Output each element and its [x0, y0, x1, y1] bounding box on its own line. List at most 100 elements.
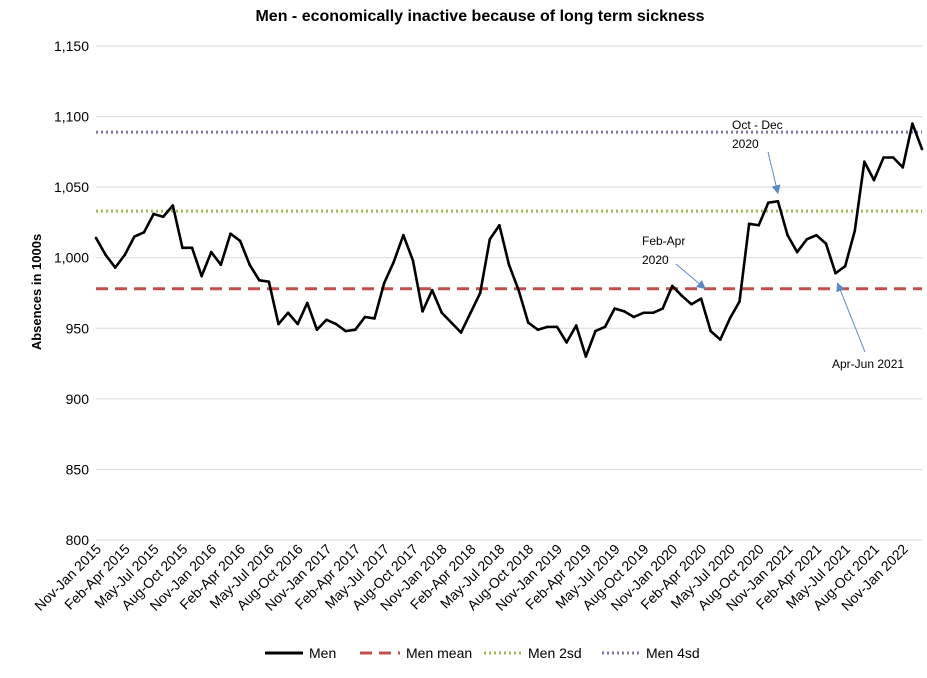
data-point — [334, 322, 338, 326]
data-point — [94, 236, 98, 240]
data-point — [632, 315, 636, 319]
legend: Men Men mean Men 2sd Men 4sd — [265, 645, 700, 661]
annotations: Oct - Dec 2020 Feb-Apr 2020 Apr-Jun 2021 — [642, 118, 904, 371]
data-point — [911, 122, 914, 125]
y-tick-label: 800 — [66, 532, 90, 548]
data-point — [920, 147, 924, 151]
data-point — [517, 288, 520, 292]
data-point — [901, 166, 905, 169]
y-tick-label: 950 — [66, 320, 90, 336]
data-point — [373, 317, 376, 320]
reference-lines — [96, 130, 922, 291]
data-point — [680, 294, 684, 298]
data-point — [690, 302, 693, 306]
data-point — [296, 322, 299, 326]
data-point — [267, 280, 271, 284]
data-point — [776, 199, 780, 203]
y-tick-label: 850 — [66, 461, 90, 477]
data-point — [872, 178, 876, 182]
annotation-arrow — [767, 151, 781, 195]
data-point — [555, 325, 559, 329]
data-point — [219, 263, 223, 267]
data-point — [325, 318, 328, 322]
data-point — [747, 222, 751, 226]
data-point — [450, 321, 453, 324]
data-point — [161, 215, 165, 219]
data-point — [123, 253, 127, 257]
data-point — [728, 317, 732, 320]
gridlines — [96, 45, 922, 541]
legend-label: Men 4sd — [646, 645, 700, 661]
legend-label: Men 2sd — [528, 645, 582, 661]
data-point — [738, 300, 741, 303]
data-point — [459, 331, 463, 334]
data-point — [767, 201, 770, 204]
annotation-label: Oct - Dec — [732, 118, 783, 132]
data-point — [719, 338, 722, 341]
data-point — [565, 341, 568, 344]
data-point — [815, 233, 818, 237]
data-point — [354, 328, 357, 331]
data-point — [594, 329, 597, 333]
data-point — [229, 232, 232, 236]
data-point — [248, 263, 251, 267]
data-point — [574, 324, 578, 327]
y-tick-label: 1,150 — [54, 38, 89, 54]
y-tick-labels: 800 850 900 950 1,000 1,050 1,100 1,150 — [54, 38, 89, 548]
data-point — [651, 311, 655, 315]
data-point — [382, 281, 386, 285]
data-point — [190, 246, 194, 250]
series-layer — [94, 122, 924, 358]
data-point — [536, 328, 540, 331]
data-point — [603, 325, 607, 329]
data-point — [430, 288, 434, 292]
annotation-label: Feb-Apr — [642, 234, 685, 248]
data-point — [104, 253, 107, 257]
data-point — [171, 204, 175, 207]
y-tick-label: 1,050 — [54, 179, 89, 195]
data-point — [152, 212, 155, 216]
chart-title: Men - economically inactive because of l… — [255, 8, 704, 25]
data-point — [344, 329, 348, 333]
data-point — [584, 355, 588, 358]
data-point — [498, 223, 501, 227]
data-point — [306, 301, 309, 305]
data-point — [546, 325, 549, 329]
data-point — [238, 239, 242, 243]
data-point — [181, 246, 184, 250]
data-point — [411, 259, 415, 262]
y-tick-label: 1,100 — [54, 109, 89, 125]
data-point — [440, 311, 444, 315]
data-point — [622, 310, 626, 313]
data-point — [891, 156, 895, 159]
data-point — [699, 297, 703, 300]
data-point — [507, 263, 511, 267]
series-line-men — [94, 122, 924, 358]
y-tick-label: 1,000 — [54, 250, 89, 266]
annotation-arrow — [675, 263, 706, 290]
data-point — [478, 291, 482, 295]
annotation-label: Apr-Jun 2021 — [832, 357, 904, 371]
data-point — [786, 233, 789, 237]
annotation-label: 2020 — [732, 137, 759, 151]
data-point — [277, 322, 280, 326]
data-point — [526, 321, 530, 324]
legend-label: Men mean — [406, 645, 472, 661]
data-point — [843, 264, 847, 268]
data-point — [661, 307, 664, 310]
data-point — [133, 235, 136, 238]
data-point — [642, 311, 645, 315]
data-point — [200, 274, 203, 278]
legend-label: Men — [309, 645, 336, 661]
data-point — [402, 233, 405, 237]
data-point — [863, 160, 866, 164]
data-point — [757, 223, 761, 227]
data-point — [113, 266, 117, 269]
data-point — [709, 329, 712, 333]
data-point — [795, 250, 799, 254]
data-point — [209, 250, 213, 254]
annotation-label: 2020 — [642, 253, 669, 267]
data-point — [257, 278, 261, 282]
